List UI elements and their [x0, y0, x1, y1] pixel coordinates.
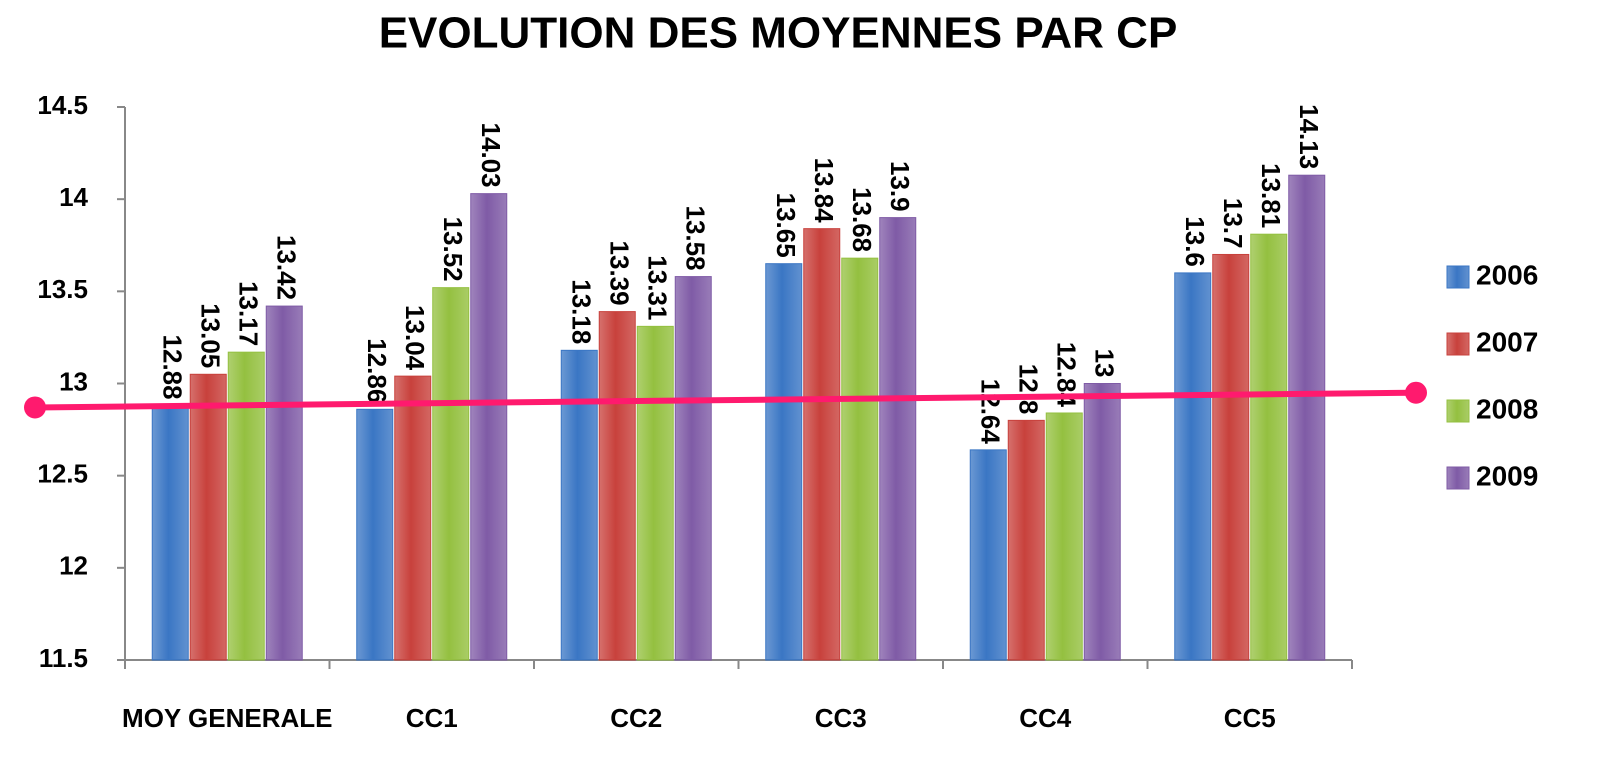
data-label: 12.88 [157, 335, 187, 400]
bar [765, 263, 803, 661]
bar [803, 228, 841, 661]
data-label: 13.6 [1180, 216, 1210, 267]
data-label: 13.68 [847, 187, 877, 252]
bar [674, 276, 712, 661]
data-label: 13.84 [809, 158, 839, 224]
data-label: 13.7 [1218, 198, 1248, 249]
bar [356, 408, 394, 661]
data-label: 13.18 [566, 279, 596, 344]
y-tick-label: 14.5 [37, 90, 88, 120]
data-label: 12.8 [1013, 364, 1043, 415]
bar [1288, 174, 1326, 661]
y-tick-label: 12 [59, 551, 88, 581]
chart-title: EVOLUTION DES MOYENNES PAR CP [379, 9, 1178, 58]
trend-marker [1405, 381, 1427, 404]
bar [969, 449, 1007, 661]
data-label: 12.86 [362, 338, 392, 403]
trend-line [34, 389, 1417, 411]
y-tick-label: 11.5 [39, 643, 88, 673]
y-tick-label: 12.5 [37, 459, 88, 489]
legend-swatch [1446, 332, 1470, 356]
x-tick-label: CC4 [1019, 703, 1072, 733]
y-tick-label: 13.5 [37, 274, 88, 304]
bar [1250, 233, 1288, 661]
y-tick-label: 13 [59, 366, 88, 396]
data-label: 13.65 [771, 193, 801, 258]
legend-swatch [1446, 399, 1470, 423]
data-label: 13.39 [604, 241, 634, 306]
bar [151, 405, 189, 661]
data-label: 13.9 [885, 161, 915, 212]
data-label: 13 [1089, 349, 1119, 378]
bar [189, 373, 227, 661]
bar [432, 287, 470, 661]
x-tick-label: CC5 [1224, 703, 1276, 733]
legend-swatch [1446, 265, 1470, 289]
x-tick-label: CC2 [610, 703, 662, 733]
x-tick-label: MOY GENERALE [122, 703, 332, 733]
data-label: 13.81 [1256, 163, 1286, 228]
data-label: 12.64 [975, 379, 1005, 445]
x-tick-label: CC1 [406, 703, 458, 733]
legend-swatch [1446, 466, 1470, 490]
legend-label: 2008 [1476, 393, 1538, 424]
x-tick-label: CC3 [815, 703, 867, 733]
legend-label: 2006 [1476, 259, 1538, 290]
bar [227, 351, 265, 661]
bar [560, 349, 598, 661]
y-tick-label: 14 [59, 182, 88, 212]
data-label: 13.17 [233, 281, 263, 346]
bar [841, 257, 879, 661]
trend-marker [24, 396, 46, 419]
bar [1083, 383, 1121, 661]
data-label: 14.03 [476, 123, 506, 188]
legend-label: 2009 [1476, 460, 1538, 491]
data-label: 13.42 [271, 235, 301, 300]
bar [1174, 272, 1212, 661]
data-label: 13.05 [195, 303, 225, 368]
bar [470, 193, 508, 661]
legend-label: 2007 [1476, 326, 1538, 357]
data-label: 13.58 [680, 206, 710, 271]
bar [1007, 419, 1045, 661]
bar [265, 305, 303, 661]
data-label: 13.52 [438, 217, 468, 282]
bar [879, 217, 917, 661]
bar [1212, 253, 1250, 661]
data-label: 13.31 [642, 255, 672, 320]
bar [636, 325, 674, 661]
bar [598, 311, 636, 661]
data-label: 13.04 [400, 305, 430, 371]
bar [1045, 412, 1083, 661]
data-label: 14.13 [1294, 104, 1324, 169]
bar [394, 375, 432, 661]
